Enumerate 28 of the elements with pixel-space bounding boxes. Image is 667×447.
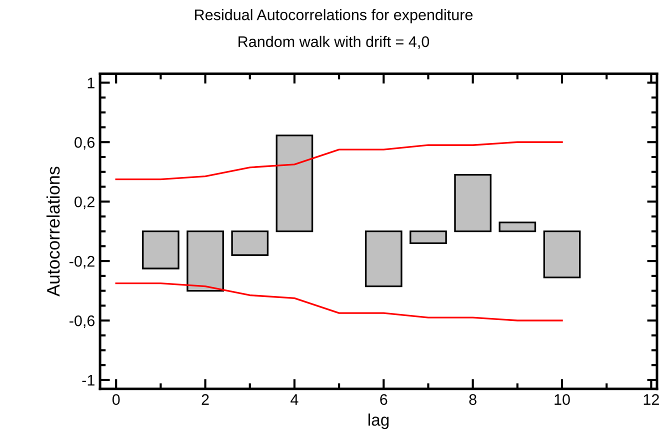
x-tick-label: 8 xyxy=(469,394,476,405)
x-tick-label: 2 xyxy=(202,394,209,405)
line-series xyxy=(115,282,563,322)
bar xyxy=(142,230,180,270)
bar xyxy=(364,230,402,288)
y-tick-label: -0,6 xyxy=(70,315,95,328)
y-tick-label: -0,2 xyxy=(70,256,94,269)
x-tick-label: 10 xyxy=(554,394,570,405)
bar xyxy=(231,230,269,256)
x-tick-label: 12 xyxy=(644,394,659,405)
line-series xyxy=(115,141,563,180)
chart-subtitle: Random walk with drift = 4,0 xyxy=(238,36,430,49)
x-axis-title: lag xyxy=(368,414,389,430)
y-axis-title: Autocorrelations xyxy=(46,166,60,297)
x-tick-label: 0 xyxy=(112,394,120,405)
x-tick-label: 4 xyxy=(290,394,298,405)
bar xyxy=(454,174,492,232)
bar xyxy=(543,230,581,278)
x-tick-label: 6 xyxy=(380,394,388,405)
bar xyxy=(186,230,224,292)
y-tick-label: 0,2 xyxy=(74,196,94,210)
bar xyxy=(498,222,536,232)
bar xyxy=(276,134,314,232)
y-tick-label: -1 xyxy=(82,374,94,386)
y-tick-label: 0,6 xyxy=(74,137,95,150)
chart-title: Residual Autocorrelations for expenditure xyxy=(195,9,473,24)
y-tick-label: 1 xyxy=(88,78,94,88)
bar xyxy=(410,230,447,244)
